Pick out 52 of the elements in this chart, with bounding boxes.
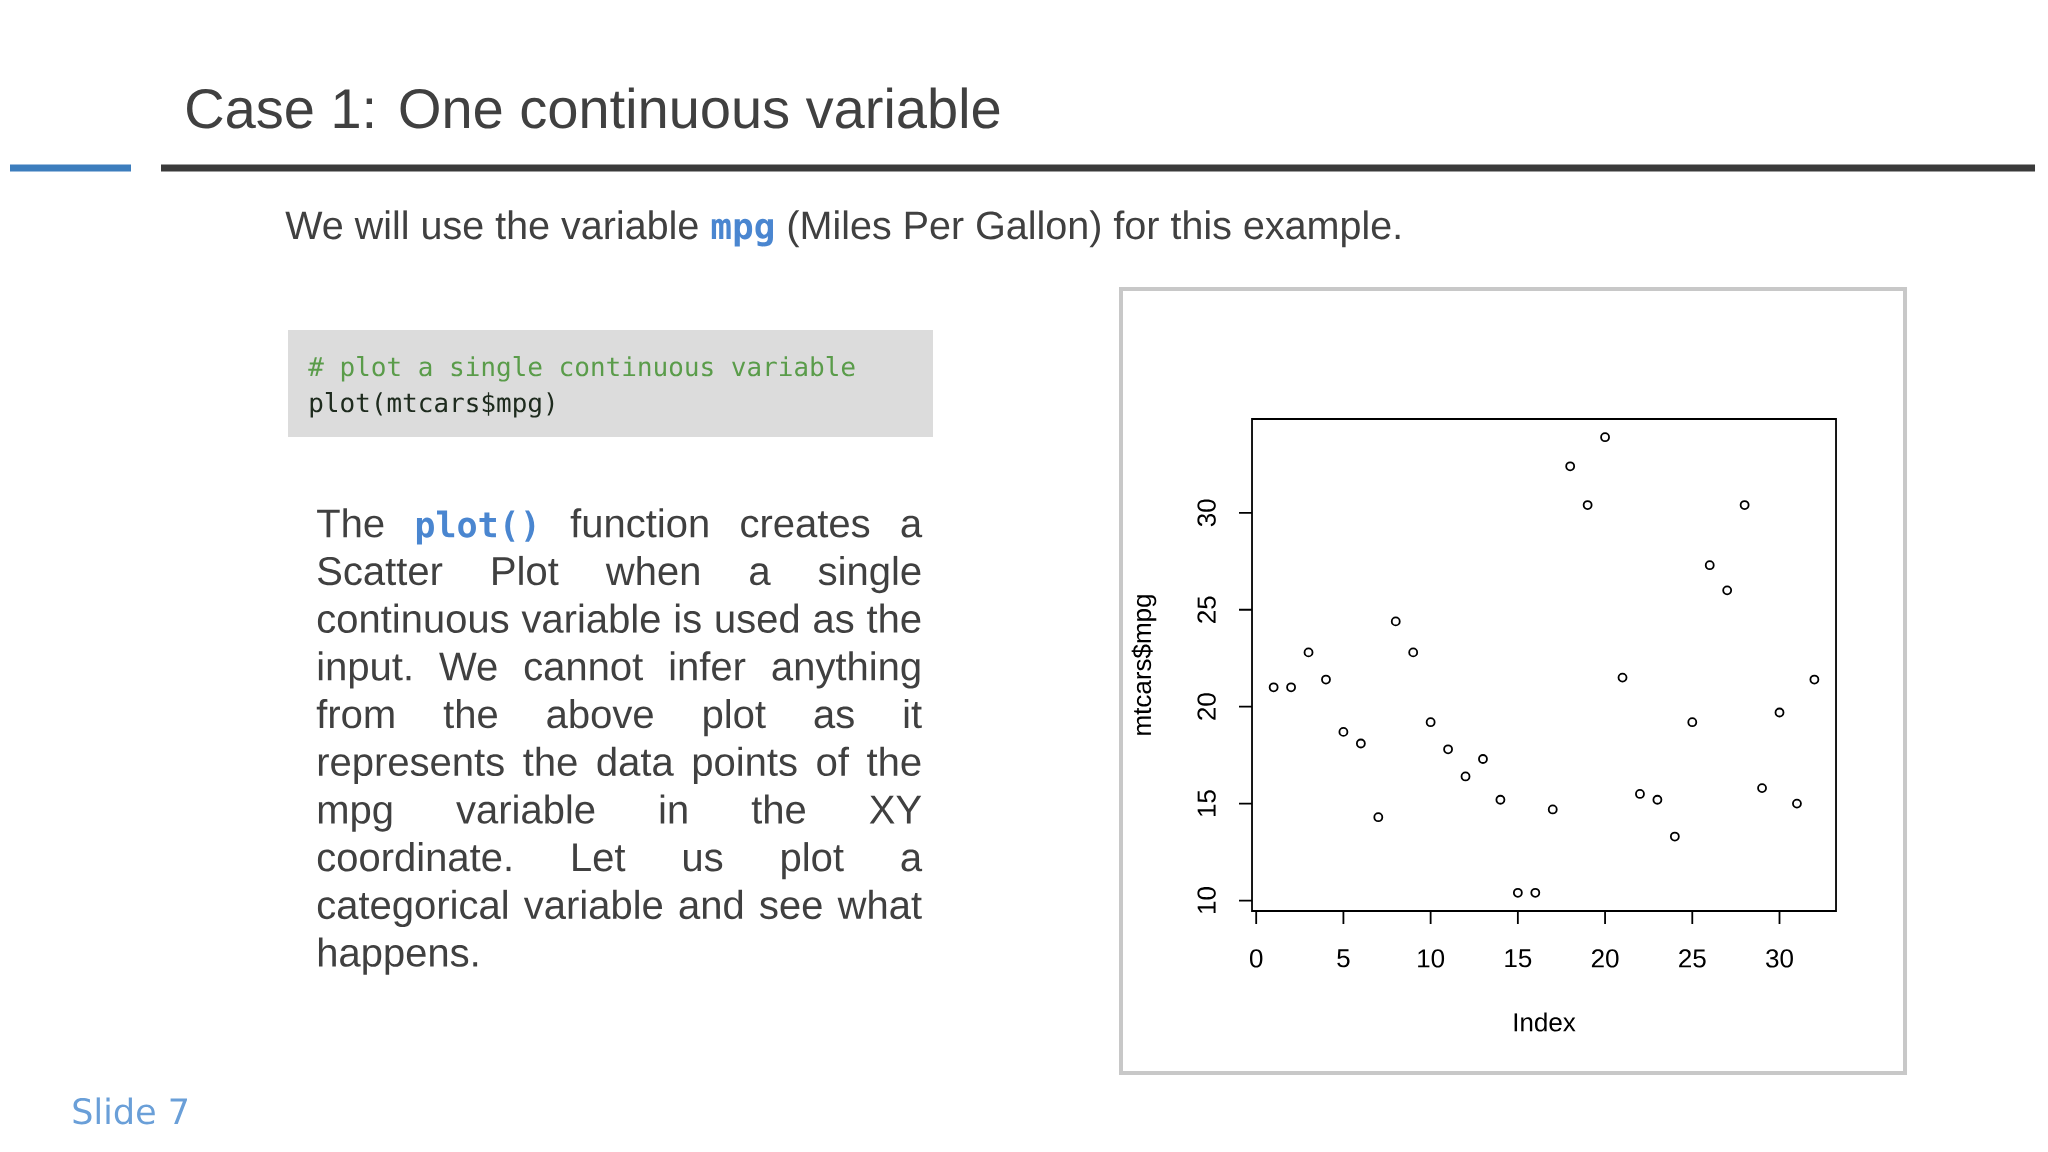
- point: [1338, 726, 1349, 737]
- x-tick-label: 20: [1591, 949, 1619, 968]
- point: [1547, 804, 1558, 815]
- point: [1739, 500, 1750, 510]
- point: [1809, 674, 1820, 685]
- point: [1443, 744, 1453, 755]
- point: [1268, 682, 1279, 693]
- point: [1600, 432, 1610, 443]
- point: [1408, 647, 1419, 658]
- point: [1687, 717, 1698, 728]
- text: Case 1: One continuous variable: [187, 87, 1000, 129]
- point: [1286, 682, 1296, 693]
- point: [1460, 771, 1471, 782]
- x-tick-label: 5: [1337, 949, 1350, 968]
- text: # plot a single continuous variable: [308, 356, 855, 382]
- y-tick-label: 15: [1197, 790, 1216, 817]
- point: [1478, 754, 1488, 764]
- point: [1652, 794, 1663, 805]
- point: [1635, 789, 1645, 799]
- point: [1373, 812, 1384, 823]
- point: [1669, 831, 1680, 842]
- point: [1390, 616, 1401, 627]
- point: [1321, 674, 1331, 685]
- point: [1704, 560, 1715, 571]
- point: [1582, 500, 1593, 510]
- y-tick-label: 25: [1197, 596, 1216, 623]
- text: The plot() function creates a Scatter Plot when a single continuous variable is used as the input. We cannot infer anything from the above plot as it represents the data points of the mpg variable in the XY coordinate. Let us plot a categorical variable and see what happens.: [316, 508, 923, 975]
- x-tick-label: 0: [1249, 949, 1263, 968]
- y-tick-label: 20: [1197, 693, 1216, 720]
- point: [1512, 887, 1523, 898]
- y-tick-label: 30: [1197, 499, 1216, 527]
- text: We will use the variable mpg (Miles Per Gallon) for this example.: [285, 210, 1400, 248]
- point: [1530, 887, 1541, 898]
- y-tick-label: 10: [1197, 887, 1216, 914]
- point: [1774, 707, 1785, 718]
- point: [1792, 798, 1802, 809]
- x-axis-title: Index: [1514, 1012, 1576, 1032]
- point: [1617, 672, 1628, 683]
- text: plot(mtcars$mpg): [310, 392, 554, 418]
- point: [1757, 783, 1767, 793]
- point: [1722, 585, 1733, 596]
- x-tick-label: 30: [1766, 949, 1793, 968]
- x-tick-label: 10: [1418, 949, 1445, 968]
- point: [1425, 717, 1436, 728]
- x-tick-label: 25: [1679, 949, 1706, 968]
- y-axis-title: mtcars$mpg: [1131, 595, 1157, 735]
- x-tick-label: 15: [1505, 949, 1532, 968]
- point: [1495, 794, 1506, 805]
- point: [1565, 461, 1576, 472]
- text: Slide 7: [73, 1097, 188, 1125]
- point: [1303, 647, 1314, 658]
- point: [1355, 738, 1366, 749]
